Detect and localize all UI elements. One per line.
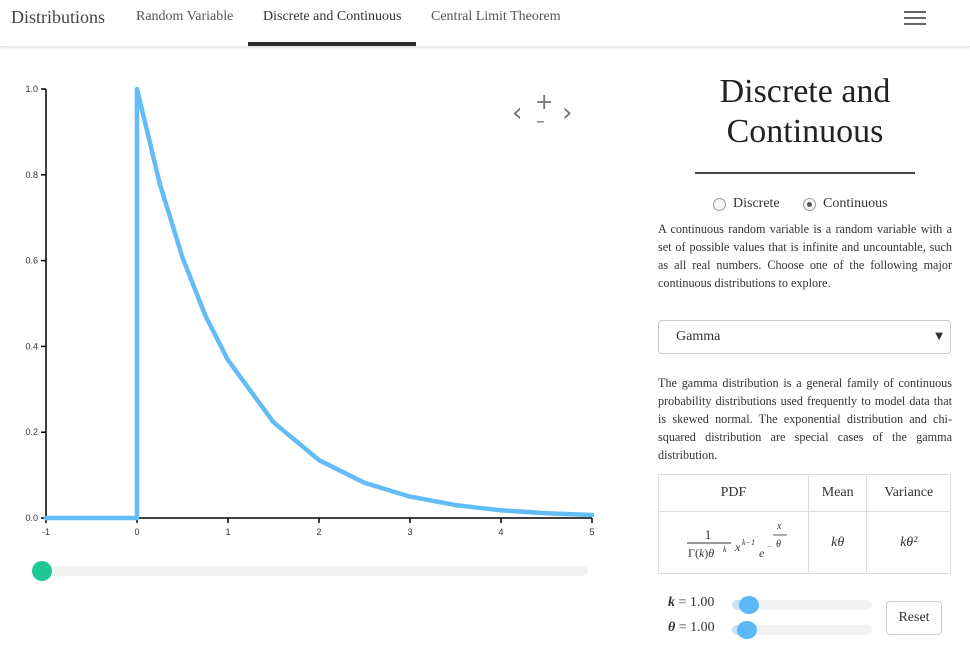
svg-text:x: x	[734, 540, 741, 554]
pan-left-icon[interactable]: ‹	[512, 98, 523, 128]
x-tick-label: 0	[134, 527, 139, 537]
formula-table: PDF Mean Variance 1 Γ(k)θ k x k−1 e − x …	[658, 474, 951, 574]
x-slider-thumb[interactable]	[32, 561, 52, 581]
theta-slider-track[interactable]	[732, 625, 872, 635]
y-tick-label: 0.6	[25, 256, 38, 266]
pan-zoom-control[interactable]: ‹ + – ›	[512, 90, 578, 132]
top-navbar: Distributions Random Variable Discrete a…	[0, 0, 970, 47]
y-tick-label: 0.0	[25, 513, 38, 523]
mean-formula: kθ	[807, 511, 868, 574]
y-tick-label: 0.2	[25, 427, 38, 437]
k-slider-track[interactable]	[732, 600, 872, 610]
radio-continuous[interactable]: Continuous	[803, 196, 888, 212]
k-value: = 1.00	[678, 595, 715, 610]
radio-discrete-label[interactable]: Discrete	[733, 196, 780, 211]
chevron-down-icon[interactable]: ▼	[935, 331, 943, 342]
pdf-formula: 1 Γ(k)θ k x k−1 e − x θ	[658, 511, 809, 574]
radio-continuous-button[interactable]	[803, 197, 816, 211]
x-tick-label: 5	[589, 527, 594, 537]
y-tick-label: 0.8	[25, 170, 38, 180]
k-parameter-label: k = 1.00	[668, 595, 714, 611]
pdf-curve	[43, 86, 595, 521]
reset-button[interactable]: Reset	[886, 601, 942, 635]
x-tick-label: 3	[407, 527, 412, 537]
brand-link[interactable]: Distributions	[11, 7, 106, 27]
y-tick-label: 1.0	[25, 84, 38, 94]
svg-text:Γ(k)θ: Γ(k)θ	[688, 546, 714, 560]
distribution-description: The gamma distribution is a general fami…	[658, 376, 952, 462]
title-divider	[695, 172, 915, 174]
page-title: Discrete and Continuous	[719, 73, 891, 150]
svg-text:x: x	[776, 521, 782, 532]
x-tick-label: 4	[498, 527, 503, 537]
radio-continuous-label[interactable]: Continuous	[823, 196, 888, 211]
zoom-out-icon[interactable]: –	[536, 111, 545, 132]
x-tick-label: 1	[225, 527, 230, 537]
theta-parameter-label: θ = 1.00	[668, 620, 715, 636]
theta-slider-thumb[interactable]	[737, 621, 758, 639]
zoom-in-icon[interactable]: +	[535, 90, 554, 115]
distribution-chart[interactable]: 0.0 0.2 0.4 0.6 0.8 1.0 -1 0 1 2 3 4 5	[0, 60, 610, 550]
continuous-intro-text: A continuous random variable is a random…	[658, 222, 952, 290]
x-slider-track[interactable]	[34, 566, 588, 576]
radio-discrete[interactable]: Discrete	[713, 196, 780, 212]
x-tick-label: -1	[42, 527, 50, 537]
y-tick-label: 0.4	[25, 341, 38, 351]
theta-slider[interactable]	[732, 621, 872, 639]
theta-symbol: θ	[668, 620, 676, 635]
x-tick-label: 2	[316, 527, 321, 537]
svg-text:k−1: k−1	[742, 538, 755, 547]
variance-formula: kθ²	[866, 511, 951, 574]
distribution-select[interactable]: Gamma ▼	[658, 320, 951, 354]
gamma-pdf-formula: 1 Γ(k)θ k x k−1 e − x θ	[687, 521, 788, 560]
svg-text:1: 1	[705, 527, 712, 542]
nav-discrete-continuous[interactable]: Discrete and Continuous	[263, 9, 402, 24]
k-symbol: k	[668, 595, 675, 610]
svg-text:k: k	[723, 545, 727, 554]
x-value-slider[interactable]	[32, 561, 590, 581]
mean-header: Mean	[807, 474, 868, 512]
k-slider[interactable]	[732, 596, 872, 614]
theta-value: = 1.00	[678, 620, 715, 635]
pdf-header: PDF	[658, 474, 809, 512]
active-tab-indicator	[248, 42, 416, 46]
hamburger-menu-icon[interactable]	[904, 11, 926, 27]
variance-header: Variance	[866, 474, 951, 512]
svg-text:e: e	[759, 546, 765, 560]
radio-discrete-button[interactable]	[713, 197, 726, 211]
nav-central-limit-theorem[interactable]: Central Limit Theorem	[431, 9, 561, 24]
nav-random-variable[interactable]: Random Variable	[136, 9, 234, 24]
svg-text:−: −	[767, 542, 772, 551]
k-slider-thumb[interactable]	[739, 596, 760, 614]
pan-right-icon[interactable]: ›	[562, 98, 573, 128]
distribution-select-value[interactable]: Gamma	[676, 329, 721, 344]
svg-text:θ: θ	[776, 539, 781, 550]
